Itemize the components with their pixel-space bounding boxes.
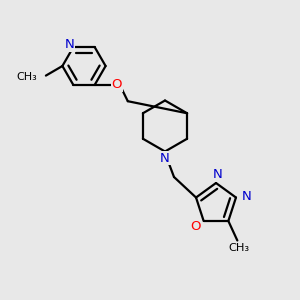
Text: N: N	[65, 38, 74, 51]
Text: CH₃: CH₃	[17, 72, 38, 82]
Text: N: N	[213, 168, 222, 181]
Text: O: O	[112, 78, 122, 91]
Text: N: N	[242, 190, 251, 202]
Text: CH₃: CH₃	[228, 243, 249, 253]
Text: N: N	[160, 152, 170, 165]
Text: O: O	[190, 220, 200, 233]
